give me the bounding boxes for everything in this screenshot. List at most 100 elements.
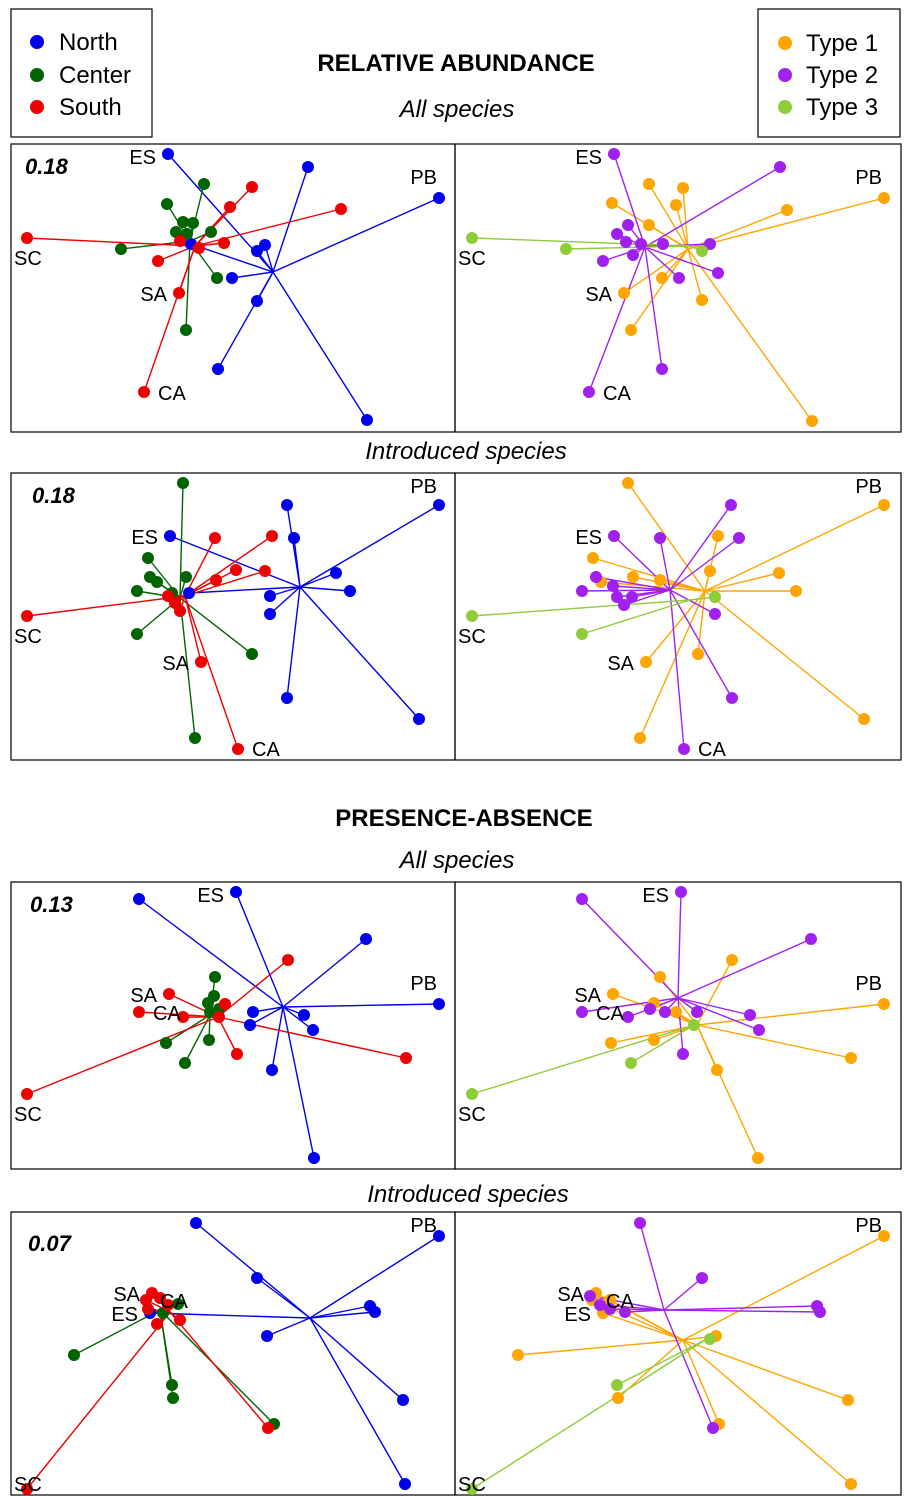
spider-line (184, 1014, 211, 1064)
site-point (251, 1272, 263, 1284)
site-point (232, 743, 244, 755)
site-point (605, 1037, 617, 1049)
spider-lines (26, 482, 440, 750)
spider-line (663, 1309, 714, 1429)
spider-line (659, 579, 706, 592)
site-label: CA (158, 383, 186, 405)
site-point (142, 552, 154, 564)
site-label: PB (855, 1215, 882, 1237)
spider-line (675, 204, 689, 250)
spider-line (272, 166, 309, 273)
site-point (587, 552, 599, 564)
legend-type3-marker (778, 100, 792, 114)
site-point (330, 567, 342, 579)
legend-center-marker (30, 68, 44, 82)
site-point (133, 893, 145, 905)
legend-south-marker (30, 100, 44, 114)
spider-lines (26, 891, 440, 1159)
spider-line (471, 237, 691, 247)
site-point (696, 245, 708, 257)
site-point (790, 585, 802, 597)
legend-type1-label: Type 1 (806, 30, 878, 57)
site-point (302, 161, 314, 173)
spider-line (471, 1339, 706, 1490)
site-point (878, 192, 890, 204)
site-point (344, 585, 356, 597)
spider-line (602, 246, 646, 262)
spider-line (184, 595, 239, 750)
site-label: CA (606, 1291, 634, 1313)
site-point (259, 239, 271, 251)
site-point (606, 197, 618, 209)
site-point (806, 415, 818, 427)
site-point (397, 1394, 409, 1406)
spider-line (299, 586, 420, 720)
site-point (608, 530, 620, 542)
spider-line (696, 1003, 885, 1026)
panel-ra-all-species-type: PB SA ES CA SC (458, 147, 890, 427)
spider-line (26, 237, 196, 247)
spider-line (704, 590, 865, 720)
spider-line (309, 1305, 371, 1319)
site-point (212, 363, 224, 375)
site-point (177, 216, 189, 228)
spider-line (184, 570, 266, 597)
site-label: SA (130, 985, 157, 1007)
site-point (226, 272, 238, 284)
site-point (360, 933, 372, 945)
spider-lines (471, 1222, 885, 1490)
site-point (597, 255, 609, 267)
site-point (133, 1006, 145, 1018)
site-point (691, 1006, 703, 1018)
site-point (622, 1011, 634, 1023)
site-point (618, 287, 630, 299)
spider-line (149, 1312, 311, 1319)
site-label: SC (458, 1474, 486, 1496)
panel-pa-introduced-species-region: PB ES SC SA CA (14, 1215, 445, 1496)
spider-line (669, 537, 740, 591)
site-point (224, 201, 236, 213)
site-label: ES (575, 147, 602, 169)
panel-frame-pa-all-type (454, 881, 902, 1170)
site-point (162, 1299, 174, 1311)
spider-line (26, 1016, 219, 1095)
site-point (726, 692, 738, 704)
spider-line (659, 537, 671, 591)
site-point (622, 219, 634, 231)
legend-type2-marker (778, 68, 792, 82)
site-point (189, 732, 201, 744)
title-presence-absence: PRESENCE-ABSENCE (335, 805, 592, 832)
site-point (707, 1422, 719, 1434)
site-point (261, 1330, 273, 1342)
site-point (264, 608, 276, 620)
site-point (131, 585, 143, 597)
spider-lines (471, 891, 885, 1159)
spider-line (179, 597, 196, 739)
site-point (198, 178, 210, 190)
spider-line (631, 589, 671, 598)
spider-line (669, 589, 733, 699)
panel-ra-introduced-species-region: ES PB SC SA CA (14, 476, 445, 761)
site-point (704, 565, 716, 577)
spider-line (624, 1309, 665, 1313)
spider-line (184, 595, 202, 663)
site-point (179, 1057, 191, 1069)
site-point (166, 1379, 178, 1391)
site-point (677, 1048, 689, 1060)
site-point (167, 1392, 179, 1404)
site-point (576, 893, 588, 905)
site-label: PB (410, 1215, 437, 1237)
site-point (209, 971, 221, 983)
site-label: PB (855, 476, 882, 498)
stat-ra-intro: 0.18 (32, 483, 76, 508)
site-point (211, 272, 223, 284)
site-point (335, 203, 347, 215)
site-point (878, 1230, 890, 1242)
site-point (611, 1379, 623, 1391)
site-point (369, 1306, 381, 1318)
spider-line (282, 1003, 440, 1008)
stat-ra-all: 0.18 (25, 154, 69, 179)
site-point (657, 238, 669, 250)
